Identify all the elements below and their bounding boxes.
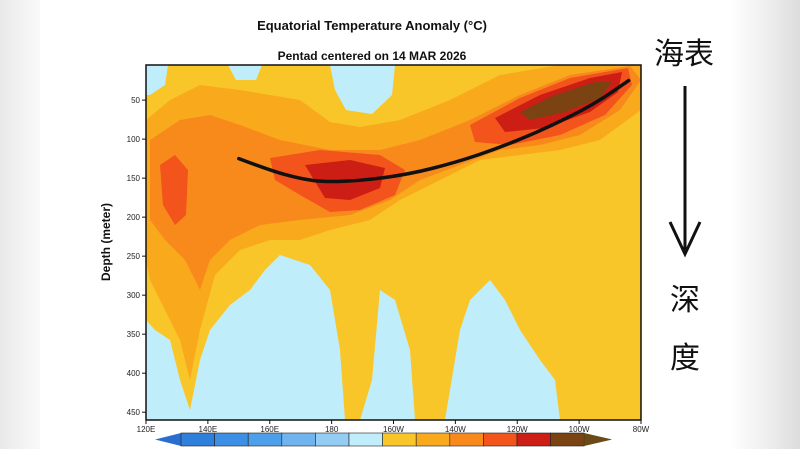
x-axis-ticks: 120E 140E 160E 180 160W 140W 120W 100W 80W (137, 420, 650, 434)
colorbar (155, 432, 613, 447)
region-cool-top-left (146, 65, 168, 95)
y-tick-label: 300 (127, 291, 141, 300)
y-tick-label: 450 (127, 408, 141, 417)
colorbar-min-arrow (155, 433, 181, 446)
colorbar-swatch (382, 432, 417, 447)
x-tick-label: 140E (199, 425, 218, 434)
x-tick-label: 180 (325, 425, 339, 434)
colorbar-swatch (348, 432, 383, 447)
heatmap-field (146, 65, 641, 420)
y-tick-label: 250 (127, 252, 141, 261)
down-arrow-icon (668, 221, 702, 258)
colorbar-max-arrow (584, 433, 613, 446)
chart-title: Equatorial Temperature Anomaly (°C) (257, 18, 487, 33)
x-tick-label: 120E (137, 425, 156, 434)
colorbar-swatch (315, 432, 350, 447)
thermocline-annotation-line (237, 78, 631, 184)
y-axis-ticks: 50 100 150 200 250 300 350 400 450 (127, 96, 146, 417)
region-anomaly-1.5-2 (160, 68, 632, 225)
y-tick-label: 350 (127, 330, 141, 339)
colorbar-swatch (516, 432, 551, 447)
y-tick-label: 200 (127, 213, 141, 222)
colorbar-swatch (214, 432, 249, 447)
y-tick-label: 400 (127, 369, 141, 378)
colorbar-swatch (247, 432, 283, 447)
x-tick-label: 80W (633, 425, 650, 434)
colorbar-swatch (483, 432, 518, 447)
region-anomaly-above-2.5 (520, 82, 612, 120)
y-axis-label: Depth (meter) (99, 203, 113, 281)
sea-surface-label: 海表 (654, 37, 714, 72)
depth-label-char-2: 度 (670, 341, 700, 376)
colorbar-swatch (180, 432, 215, 447)
blurred-background-right (730, 0, 800, 449)
colorbar-swatch (449, 432, 484, 447)
x-tick-label: 160W (383, 425, 404, 434)
colorbar-swatch (281, 432, 316, 447)
colorbar-swatch (415, 432, 451, 447)
x-tick-label: 100W (569, 425, 590, 434)
x-tick-label: 120W (507, 425, 528, 434)
y-tick-label: 50 (131, 96, 140, 105)
colorbar-swatch (550, 432, 585, 447)
y-tick-label: 150 (127, 174, 141, 183)
x-tick-label: 160E (260, 425, 279, 434)
region-cool-top-mid (228, 65, 262, 80)
depth-label-char-1: 深 (670, 283, 700, 318)
y-tick-label: 100 (127, 135, 141, 144)
region-cool-top-center (330, 65, 395, 114)
x-tick-label: 140W (445, 425, 466, 434)
chart-subtitle: Pentad centered on 14 MAR 2026 (278, 49, 467, 63)
blurred-background-left (0, 0, 40, 449)
